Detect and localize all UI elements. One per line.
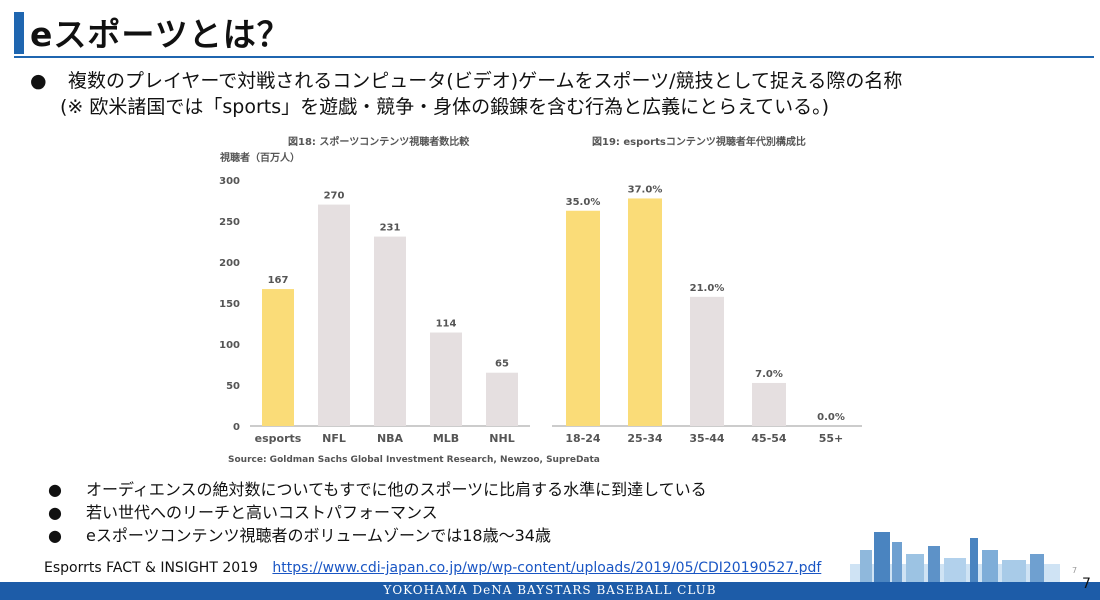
chart1-value-label: 65 <box>495 359 509 370</box>
chart1-value-label: 167 <box>268 275 289 286</box>
chart1-category-label: NHL <box>489 432 514 445</box>
chart2-value-label: 7.0% <box>755 369 783 380</box>
chart1-category-label: MLB <box>433 432 459 445</box>
chart2-value-label: 37.0% <box>628 184 663 195</box>
intro-text: ● 複数のプレイヤーで対戦されるコンピュータ(ビデオ)ゲームをスポーツ/競技として… <box>30 68 902 120</box>
chart2-category-label: 45-54 <box>751 432 787 445</box>
chart1-bar <box>318 204 350 426</box>
slide-title: eスポーツとは？ <box>30 15 291 54</box>
summary-text-1: オーディエンスの絶対数についてもすでに他のスポーツに比肩する水準に到達している <box>86 480 707 499</box>
chart2-bar <box>628 198 662 426</box>
bullet-dot: ● <box>48 526 62 545</box>
chart1-title: 図18: スポーツコンテンツ視聴者数比較 <box>288 135 470 148</box>
intro-bullet: ● <box>30 70 47 92</box>
chart1-value-label: 231 <box>380 223 401 234</box>
reference-link[interactable]: https://www.cdi-japan.co.jp/wp/wp-conten… <box>272 560 822 576</box>
chart1-bar <box>430 332 462 426</box>
chart1-category-label: NBA <box>377 432 404 445</box>
chart1-ytick-label: 300 <box>219 176 240 187</box>
chart2-category-label: 55+ <box>819 432 844 445</box>
chart1-bar <box>262 289 294 426</box>
chart2-bar <box>566 210 600 426</box>
chart1-ytick-label: 100 <box>219 340 240 351</box>
summary-text-2: 若い世代へのリーチと高いコストパフォーマンス <box>86 503 438 522</box>
title-accent-bar <box>14 12 24 54</box>
summary-bullet-3: ● eスポーツコンテンツ視聴者のボリュームゾーンでは18歳～34歳 <box>48 524 707 547</box>
chart2-title: 図19: esportsコンテンツ視聴者年代別構成比 <box>592 135 806 148</box>
chart2-value-label: 0.0% <box>817 412 845 423</box>
title-divider <box>14 56 1094 58</box>
city-skyline-image <box>850 532 1060 582</box>
footer-banner-text: YOKOHAMA DeNA BAYSTARS BASEBALL CLUB <box>383 583 717 597</box>
chart-source: Source: Goldman Sachs Global Investment … <box>228 455 600 465</box>
chart1-ytick-label: 0 <box>233 422 240 433</box>
summary-bullets: ● オーディエンスの絶対数についてもすでに他のスポーツに比肩する水準に到達している… <box>48 478 707 547</box>
corner-slide-number: 7 <box>1082 576 1091 592</box>
footer-bar <box>0 582 1100 600</box>
chart-figure: 図18: スポーツコンテンツ視聴者数比較視聴者（百万人） 0 50 100 150 200… <box>210 128 890 468</box>
chart1-category-label: NFL <box>322 432 346 445</box>
reference-label: Esporrts FACT & INSIGHT 2019 <box>44 560 258 576</box>
bullet-dot: ● <box>48 503 62 522</box>
chart2-category-label: 25-34 <box>627 432 663 445</box>
intro-line-1: 複数のプレイヤーで対戦されるコンピュータ(ビデオ)ゲームをスポーツ/競技として捉… <box>68 70 903 92</box>
chart1-category-label: esports <box>255 432 302 445</box>
reference: Esporrts FACT & INSIGHT 2019 https://www… <box>44 560 821 576</box>
chart1-ytick-label: 200 <box>219 258 240 269</box>
summary-text-3: eスポーツコンテンツ視聴者のボリュームゾーンでは18歳～34歳 <box>86 526 551 545</box>
chart2-value-label: 21.0% <box>690 283 725 294</box>
chart1-ylabel: 視聴者（百万人） <box>219 151 300 164</box>
bullet-dot: ● <box>48 480 62 499</box>
chart2-category-label: 35-44 <box>689 432 725 445</box>
chart2-bar <box>752 382 786 426</box>
chart1-ytick-label: 250 <box>219 217 240 228</box>
chart2-bar <box>690 296 724 426</box>
summary-bullet-2: ● 若い世代へのリーチと高いコストパフォーマンス <box>48 501 707 524</box>
chart1-value-label: 114 <box>436 319 457 330</box>
page-number: 7 <box>1072 566 1078 575</box>
chart1-value-label: 270 <box>324 191 345 202</box>
chart1-ytick-label: 150 <box>219 299 240 310</box>
chart2-category-label: 18-24 <box>565 432 601 445</box>
chart1-bar <box>486 372 518 426</box>
chart1-bar <box>374 236 406 426</box>
summary-bullet-1: ● オーディエンスの絶対数についてもすでに他のスポーツに比肩する水準に到達している <box>48 478 707 501</box>
chart2-value-label: 35.0% <box>566 197 601 208</box>
chart1-ytick-label: 50 <box>226 381 240 392</box>
intro-line-2: (※ 欧米諸国では「sports」を遊戯・競争・身体の鍛錬を含む行為と広義にとら… <box>60 96 830 118</box>
